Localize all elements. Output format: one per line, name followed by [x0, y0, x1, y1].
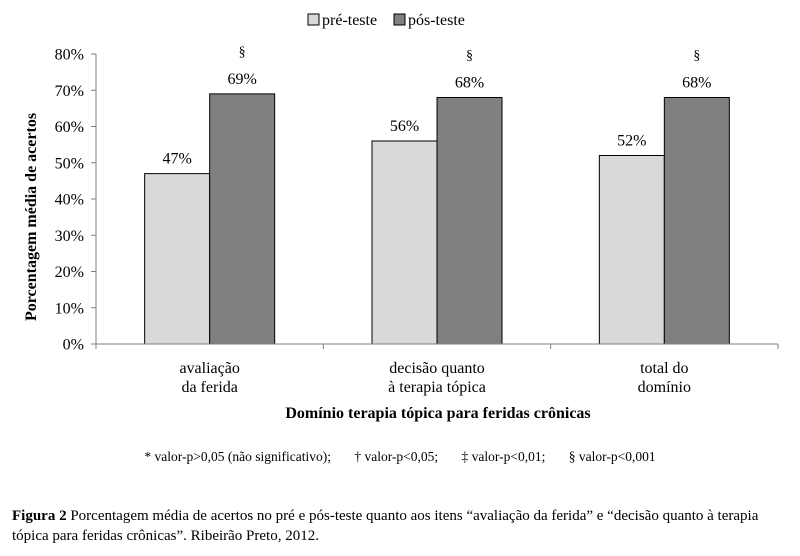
x-axis-label: Domínio terapia tópica para feridas crôn…	[285, 405, 590, 422]
note-p001: ‡ valor-p<0,01;	[461, 449, 546, 464]
bar-pré-teste-1	[144, 173, 211, 345]
x-tick-label: avaliação da ferida	[179, 360, 239, 396]
data-label: 47%	[163, 151, 192, 168]
caption-label: Figura 2	[12, 508, 67, 524]
chart-legend: pré-teste pós-teste	[307, 12, 465, 29]
y-tick-label: 70%	[55, 83, 84, 100]
note-p005: † valor-p<0,05;	[354, 449, 439, 464]
x-axis: avaliação da ferida decisão quanto à terapi…	[95, 343, 779, 396]
bar-pós-teste-2	[436, 97, 503, 345]
y-tick-label: 0%	[63, 337, 84, 354]
legend-label: pós-teste	[408, 12, 465, 29]
y-axis: 0% 10% 20% 30% 40% 50% 60% 70% 80%	[55, 47, 97, 354]
note-p0001: § valor-p<0,001	[568, 449, 656, 464]
y-axis-label: Porcentagem média de acertos	[23, 113, 40, 321]
significance-legend: * valor-p>0,05 (não significativo); † va…	[0, 449, 800, 465]
y-tick-label: 50%	[55, 155, 84, 172]
data-label: 69%	[228, 71, 257, 88]
bar-pré-teste-2	[371, 140, 438, 345]
x-tick-label: decisão quanto à terapia tópica	[388, 360, 486, 396]
legend-swatch-pré-teste	[307, 13, 320, 26]
bar-pós-teste-1	[209, 93, 276, 345]
y-tick-label: 80%	[55, 47, 84, 64]
note-nonsignificant: * valor-p>0,05 (não significativo);	[144, 449, 331, 464]
bar-pós-teste-3	[663, 97, 730, 345]
y-tick-label: 10%	[55, 300, 84, 317]
y-tick-label: 60%	[55, 119, 84, 136]
legend-swatch-pós-teste	[393, 13, 406, 26]
caption-text: Porcentagem média de acertos no pré e pó…	[12, 508, 759, 544]
data-label: 56%	[390, 118, 419, 135]
bar-pré-teste-3	[598, 155, 665, 345]
y-tick-label: 40%	[55, 192, 84, 209]
significance-mark: §	[693, 49, 700, 64]
y-tick-label: 30%	[55, 228, 84, 245]
x-tick-label: total do domínio	[638, 360, 691, 396]
chart-bars: 47% 56% 52% 69% § 68% § 68% §	[144, 45, 730, 345]
significance-mark: §	[239, 45, 246, 60]
figure-caption: Figura 2 Porcentagem média de acertos no…	[12, 506, 782, 546]
legend-label: pré-teste	[322, 12, 377, 29]
significance-mark: §	[466, 49, 473, 64]
data-label: 52%	[617, 133, 646, 150]
data-label: 68%	[455, 75, 484, 92]
data-label: 68%	[682, 75, 711, 92]
y-tick-label: 20%	[55, 264, 84, 281]
